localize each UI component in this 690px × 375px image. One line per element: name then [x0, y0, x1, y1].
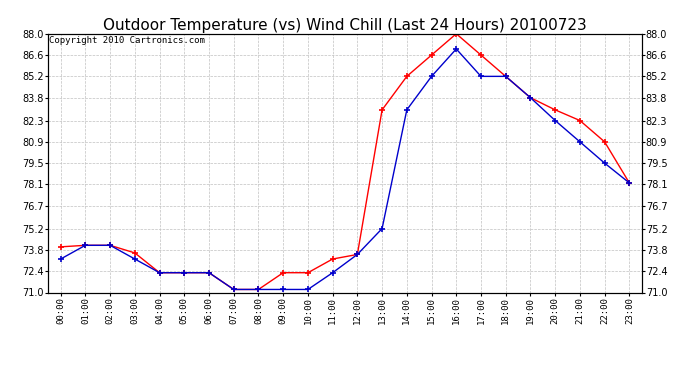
Title: Outdoor Temperature (vs) Wind Chill (Last 24 Hours) 20100723: Outdoor Temperature (vs) Wind Chill (Las…	[103, 18, 587, 33]
Text: Copyright 2010 Cartronics.com: Copyright 2010 Cartronics.com	[50, 36, 206, 45]
